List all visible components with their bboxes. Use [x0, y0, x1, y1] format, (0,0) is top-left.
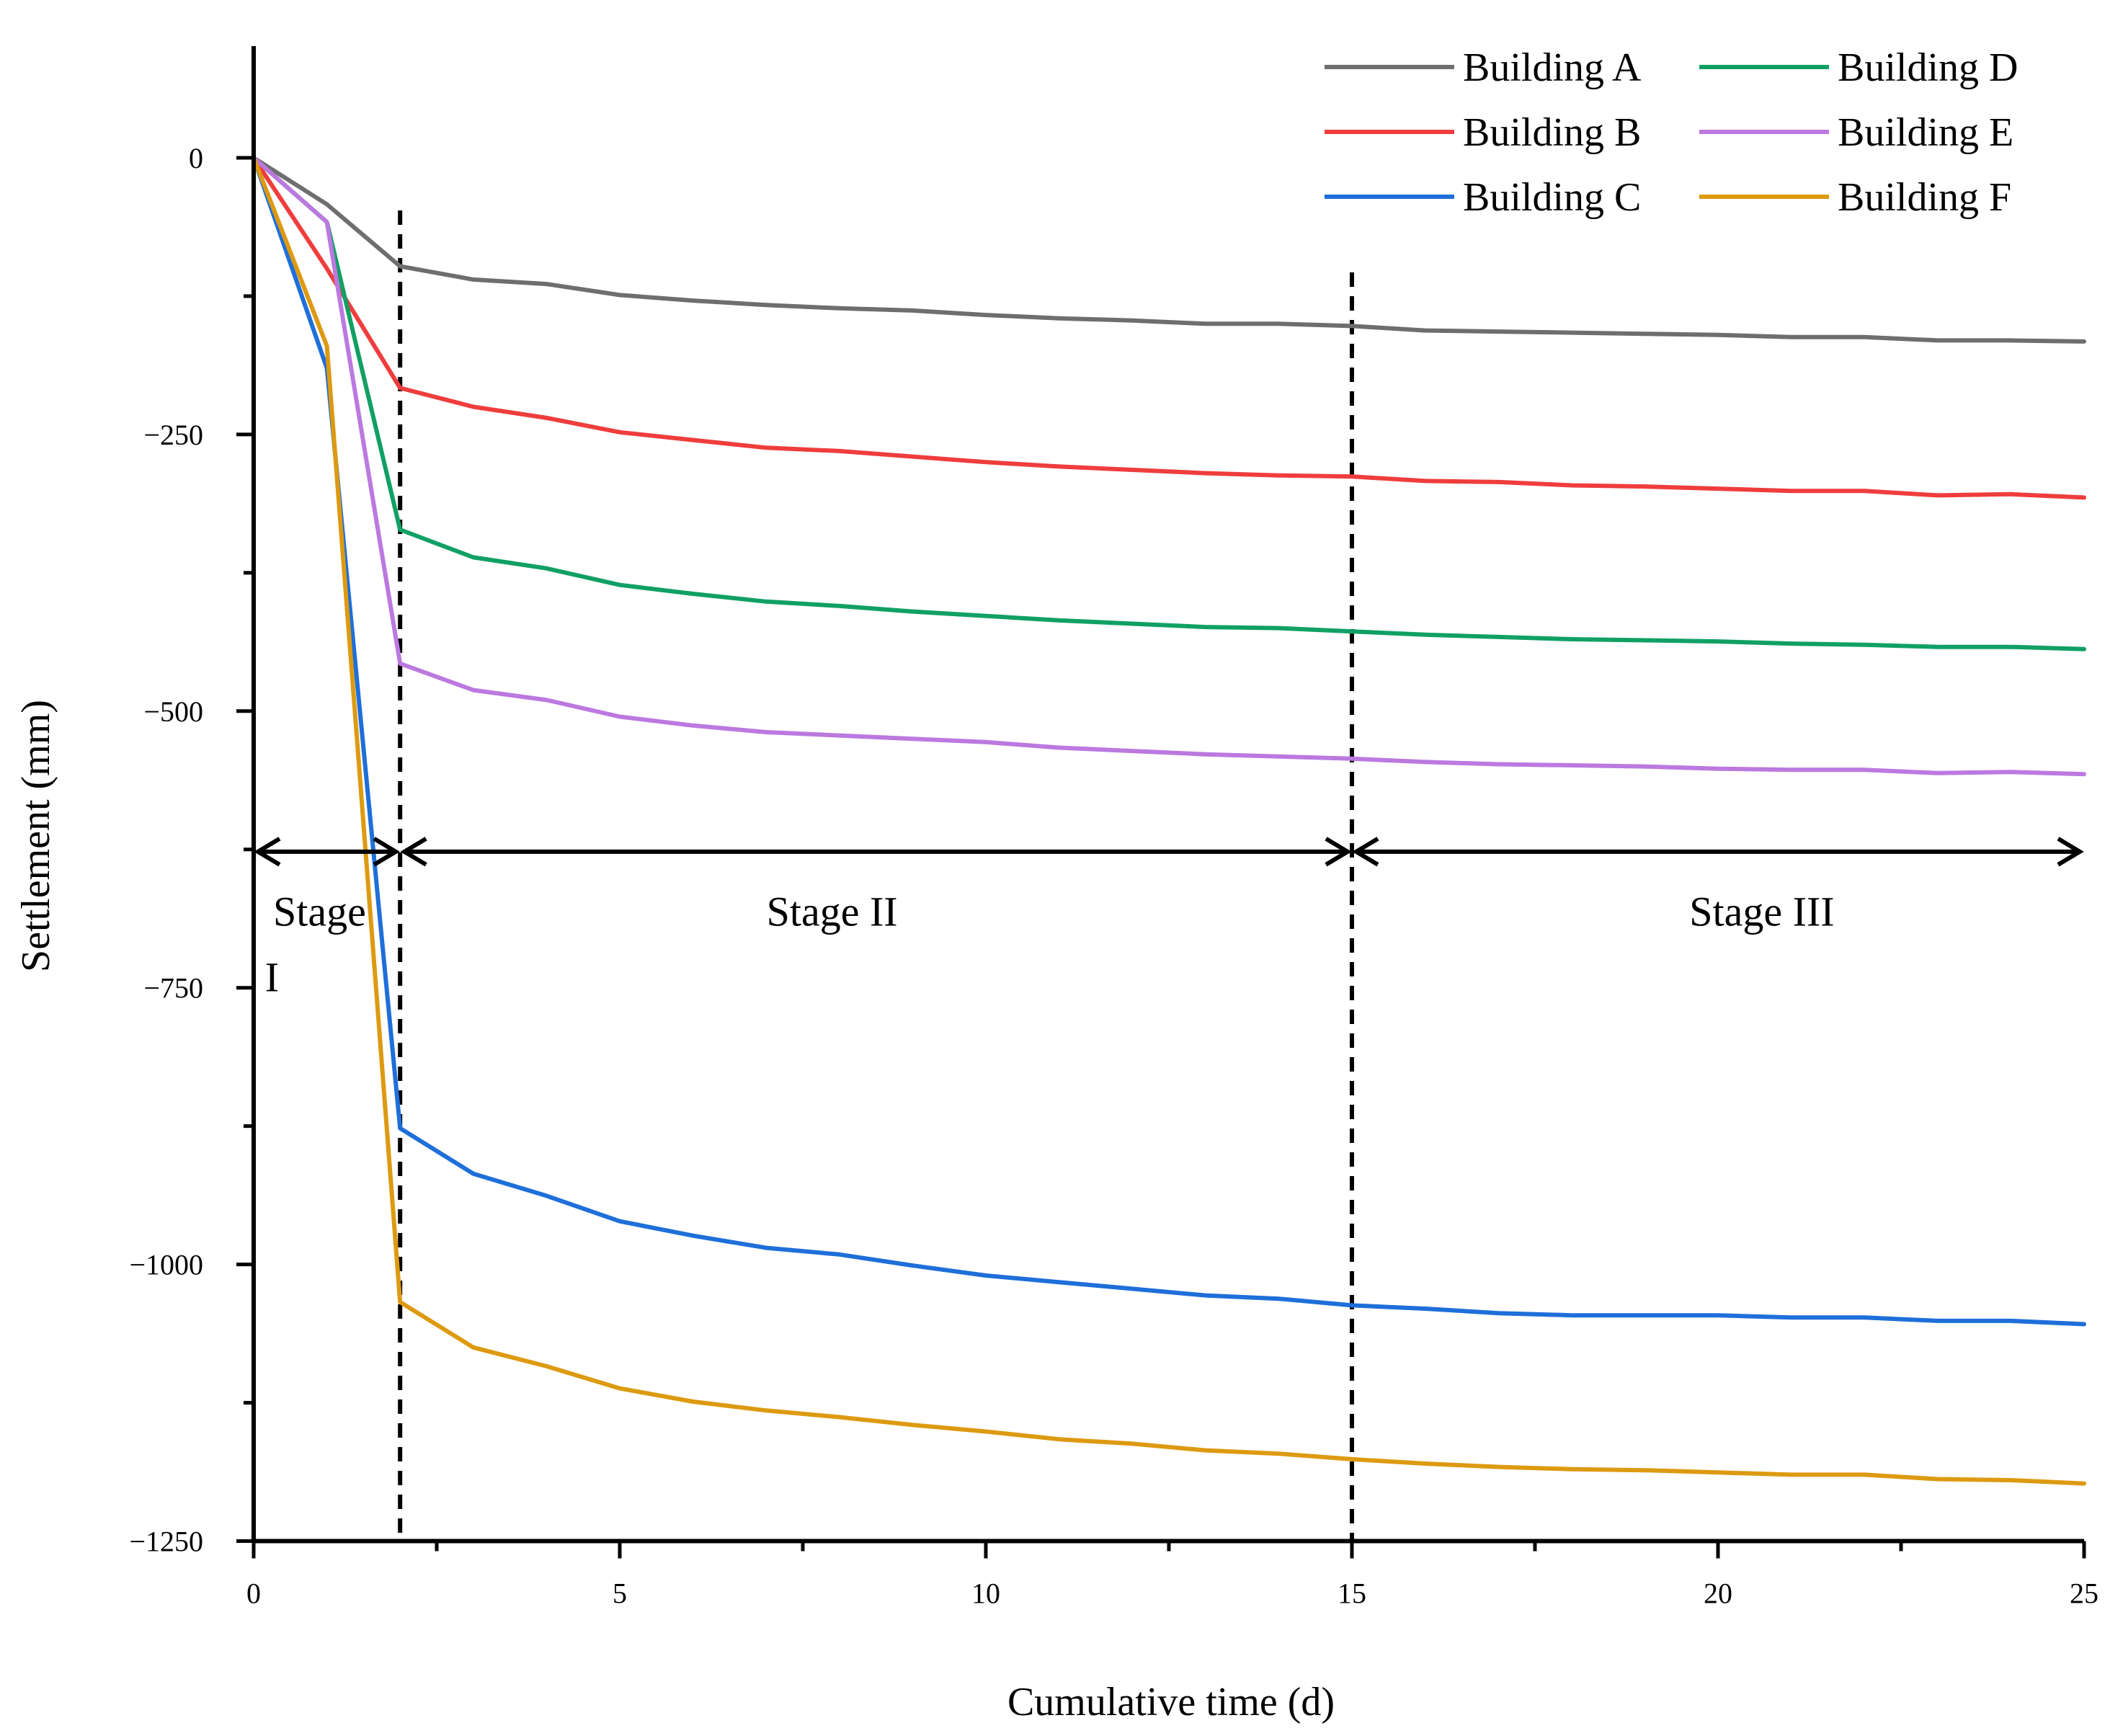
stage-arrow-head-left	[400, 837, 427, 867]
stage-label: Stage II	[767, 889, 898, 935]
series-line-building-a	[252, 156, 2086, 344]
legend-label: Building C	[1463, 175, 1641, 220]
x-tick-label: 20	[1704, 1577, 1732, 1610]
stage-arrow-head-right	[373, 837, 401, 867]
stage-label: I	[265, 953, 279, 1000]
series-line-building-f	[252, 156, 2086, 1486]
stage-annotation-layer: Stage I Stage II Stage III	[254, 837, 2084, 1000]
series-line-building-e	[252, 156, 2086, 777]
y-tick-label: −1250	[129, 1526, 203, 1558]
x-tick-label: 10	[971, 1577, 1000, 1610]
x-tick-label: 5	[613, 1577, 627, 1610]
x-tick-label: 0	[246, 1577, 261, 1610]
divider-layer	[398, 210, 1354, 1541]
stage-arrow-head-left	[1352, 837, 1379, 867]
x-tick-label: 25	[2070, 1577, 2098, 1610]
series-line-building-b	[252, 156, 2086, 500]
stage-arrow-head-left	[254, 837, 281, 867]
series-line-building-c	[252, 156, 2086, 1327]
legend-label: Building A	[1463, 45, 1642, 90]
x-axis-title: Cumulative time (d)	[1007, 1680, 1335, 1724]
stage-label: Stage III	[1689, 889, 1834, 935]
legend-label: Building E	[1838, 110, 2013, 155]
y-tick-label: −500	[143, 695, 203, 728]
y-axis-title: Settlement (mm)	[14, 700, 58, 972]
stage-label: Stage	[273, 889, 366, 935]
series-layer	[252, 156, 2086, 1486]
y-tick-label: −750	[143, 972, 203, 1005]
x-tick-label: 15	[1338, 1577, 1366, 1610]
stage-arrow-head-right	[1325, 837, 1352, 867]
legend-label: Building D	[1838, 45, 2018, 90]
y-tick-label: −1000	[129, 1249, 203, 1281]
legend-label: Building B	[1463, 110, 1641, 155]
y-tick-label: −250	[143, 419, 203, 451]
ticks-layer: 0 5 10 15 20 25 0 −250 −500 −750 −1000 −1250	[129, 142, 2098, 1610]
legend-label: Building F	[1838, 175, 2011, 220]
stage-arrow-head-right	[2057, 837, 2084, 867]
series-line-building-d	[252, 156, 2086, 651]
y-tick-label: 0	[189, 142, 203, 174]
legend: Building A Building B Building C Building D…	[1325, 45, 2018, 220]
